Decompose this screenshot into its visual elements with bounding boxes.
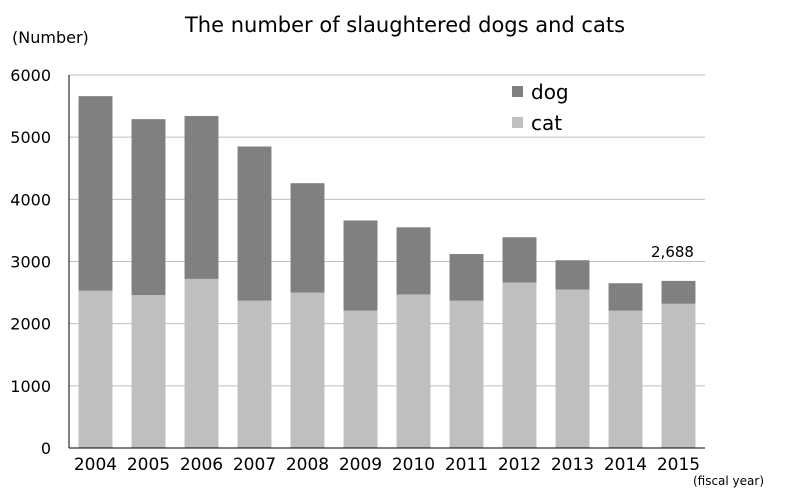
x-tick-label: 2006 bbox=[180, 455, 223, 475]
legend: dog cat bbox=[512, 80, 569, 135]
y-axis-label: (Number) bbox=[12, 28, 89, 47]
x-tick-label: 2005 bbox=[127, 455, 170, 475]
bar-cat bbox=[78, 290, 113, 448]
bar-dog bbox=[608, 283, 643, 311]
bar-cat bbox=[290, 292, 325, 448]
bar-dog bbox=[555, 260, 590, 290]
y-tick-label: 2000 bbox=[10, 315, 51, 334]
bar-dog bbox=[237, 146, 272, 301]
x-tick-label: 2012 bbox=[498, 455, 541, 475]
x-tick-label: 2008 bbox=[286, 455, 329, 475]
y-tick-label: 6000 bbox=[10, 66, 51, 85]
y-tick-labels: 0 1000 2000 3000 4000 5000 6000 bbox=[10, 66, 51, 458]
bar-dog bbox=[396, 227, 431, 295]
y-tick-label: 5000 bbox=[10, 128, 51, 147]
x-tick-label: 2007 bbox=[233, 455, 276, 475]
gridlines bbox=[69, 74, 705, 387]
y-tick-label: 3000 bbox=[10, 253, 51, 272]
y-tick-label: 0 bbox=[41, 439, 51, 458]
bar-cat bbox=[661, 303, 696, 448]
data-label: 2,688 bbox=[651, 243, 694, 261]
x-tick-label: 2014 bbox=[604, 455, 647, 475]
legend-swatch-dog bbox=[512, 86, 523, 97]
legend-label-dog: dog bbox=[531, 80, 569, 104]
x-tick-label: 2013 bbox=[551, 455, 594, 475]
bar-cat bbox=[449, 300, 484, 448]
annotations: 2,688 bbox=[651, 243, 694, 261]
x-tick-label: 2015 bbox=[657, 455, 700, 475]
bars bbox=[78, 96, 696, 448]
x-axis-label: (fiscal year) bbox=[693, 474, 764, 488]
bar-dog bbox=[661, 280, 696, 304]
bar-cat bbox=[396, 294, 431, 448]
bar-cat bbox=[343, 310, 378, 448]
bar-dog bbox=[343, 220, 378, 311]
y-tick-label: 4000 bbox=[10, 190, 51, 209]
bar-dog bbox=[78, 96, 113, 291]
x-tick-label: 2009 bbox=[339, 455, 382, 475]
legend-swatch-cat bbox=[512, 117, 523, 128]
bar-cat bbox=[502, 282, 537, 448]
x-tick-label: 2010 bbox=[392, 455, 435, 475]
x-tick-labels: 2004 2005 2006 2007 2008 2009 2010 2011 2012 2013… bbox=[74, 455, 700, 475]
chart-title: The number of slaughtered dogs and cats bbox=[184, 13, 625, 37]
bar-cat bbox=[608, 310, 643, 448]
x-tick-label: 2011 bbox=[445, 455, 488, 475]
legend-label-cat: cat bbox=[531, 111, 562, 135]
bar-cat bbox=[555, 289, 590, 448]
x-tick-label: 2004 bbox=[74, 455, 117, 475]
bar-cat bbox=[237, 300, 272, 448]
bar-dog bbox=[502, 237, 537, 283]
bar-dog bbox=[449, 254, 484, 301]
y-tick-label: 1000 bbox=[10, 377, 51, 396]
bar-cat bbox=[184, 278, 219, 448]
bar-cat bbox=[131, 295, 166, 448]
bar-dog bbox=[290, 183, 325, 293]
bar-dog bbox=[131, 119, 166, 296]
bar-dog bbox=[184, 116, 219, 279]
